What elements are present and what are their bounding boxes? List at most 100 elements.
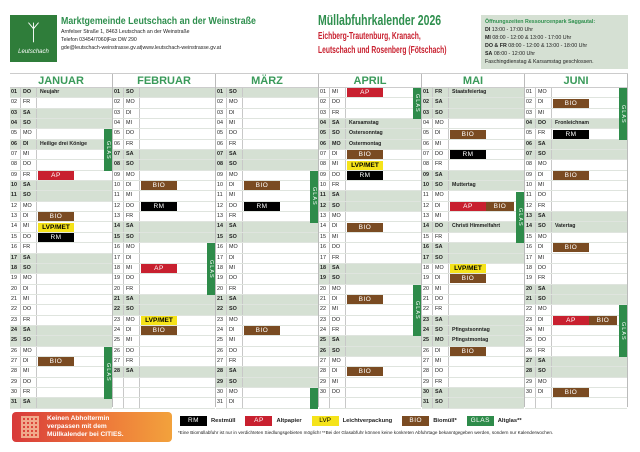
- day-number: 18: [525, 263, 536, 274]
- banner-line-1: Keinen Abholtermin: [47, 414, 110, 422]
- day-number: 20: [319, 284, 330, 294]
- day-row: 23 MO LVP/MET: [113, 315, 215, 326]
- day-row: 02 MO: [216, 98, 318, 109]
- day-row: 17 MI: [525, 253, 627, 264]
- day-entries: BIO: [552, 388, 627, 398]
- day-number: 31: [216, 398, 227, 408]
- weekday: FR: [21, 315, 37, 325]
- day-number: 10: [525, 181, 536, 191]
- weekday: FR: [21, 243, 37, 253]
- pickup-lvp-badge: LVP/MET: [347, 160, 383, 170]
- weekday: MI: [536, 108, 552, 119]
- day-row: 07 SO: [525, 150, 627, 161]
- day-row: 19 DO: [216, 274, 318, 285]
- weekday: MO: [536, 305, 552, 315]
- weekday: SO: [21, 119, 37, 129]
- weekday: SA: [536, 212, 552, 222]
- day-row: 01 FR Staatsfeiertag: [422, 88, 524, 99]
- day-entries: [37, 160, 112, 169]
- day-number: 22: [113, 305, 124, 315]
- legend-badge: GLAS: [466, 416, 494, 426]
- weekday: SO: [227, 377, 243, 387]
- weekday: MI: [227, 336, 243, 346]
- weekday: FR: [433, 305, 449, 315]
- day-entries: [37, 191, 112, 200]
- day-entries: [346, 254, 421, 263]
- day-entries: AP BIO: [552, 315, 627, 325]
- pickup-rm-badge: RM: [553, 129, 589, 139]
- day-entries: [552, 347, 627, 356]
- weekday: FR: [227, 139, 243, 150]
- day-entries: BIO: [449, 346, 524, 356]
- day-number: 23: [216, 315, 227, 325]
- pickup-ap-badge: AP: [141, 264, 177, 274]
- day-number: 11: [525, 191, 536, 201]
- day-number: 07: [113, 150, 124, 160]
- weekday: MO: [433, 336, 449, 346]
- weekday: MI: [433, 212, 449, 222]
- day-row: 08 DO: [10, 160, 112, 171]
- weekday: DI: [330, 367, 346, 377]
- day-entries: BIO: [552, 243, 627, 253]
- day-entries: [552, 181, 627, 190]
- day-number: 22: [216, 305, 227, 315]
- day-entries: [140, 150, 215, 159]
- day-number: 05: [113, 129, 124, 139]
- day-entries: [37, 181, 112, 190]
- legend-badge: AP: [245, 416, 273, 426]
- day-number: 23: [10, 315, 21, 325]
- weekday: MO: [124, 315, 140, 325]
- day-row: 14 MI LVP/MET: [10, 222, 112, 233]
- empty-row: [113, 377, 215, 388]
- day-entries: RM: [552, 129, 627, 139]
- day-entries: [346, 285, 421, 294]
- day-row: 11 SO: [10, 191, 112, 202]
- weekday: SA: [536, 139, 552, 150]
- day-row: 24 SA: [10, 325, 112, 337]
- weekday: FR: [536, 201, 552, 212]
- empty-row: [113, 387, 215, 399]
- weekday: SA: [124, 294, 140, 305]
- weekday: SA: [536, 356, 552, 367]
- pickup-bio-badge: BIO: [141, 326, 177, 336]
- day-entries: [37, 202, 112, 211]
- day-number: 16: [422, 243, 433, 253]
- cities-app-banner[interactable]: Keinen Abholtermin verpassen mit dem Mül…: [12, 412, 172, 442]
- day-entries: LVP/MET: [346, 160, 421, 170]
- day-entries: AP: [37, 170, 112, 180]
- day-row: 24 DI BIO: [216, 325, 318, 337]
- day-entries: [449, 254, 524, 263]
- day-row: 06 FR: [113, 139, 215, 151]
- weekday: DI: [433, 346, 449, 356]
- pickup-bio-badge: BIO: [347, 222, 383, 232]
- day-number: 24: [216, 325, 227, 336]
- footnote: *Eine Biomüllabfuhr ist nur in verdichte…: [178, 430, 554, 435]
- pickup-bio-badge: BIO: [347, 367, 383, 377]
- day-row: 07 SA: [113, 150, 215, 161]
- day-entries: [37, 285, 112, 294]
- day-row: 08 MO: [525, 160, 627, 171]
- day-entries: BIO: [346, 295, 421, 305]
- org-name: Marktgemeinde Leutschach an der Weinstra…: [61, 15, 256, 27]
- day-number: 12: [10, 201, 21, 212]
- day-number: 26: [216, 346, 227, 356]
- day-row: 30 DI BIO: [525, 387, 627, 399]
- legend-label: Altglas**: [497, 418, 522, 424]
- day-number: 18: [216, 263, 227, 274]
- day-row: 22 SO: [113, 305, 215, 316]
- day-number: 08: [113, 160, 124, 170]
- day-number: 27: [113, 356, 124, 367]
- weekday: SO: [21, 336, 37, 346]
- day-number: 23: [422, 315, 433, 325]
- weekday: DI: [433, 274, 449, 284]
- pickup-rm-badge: RM: [244, 201, 280, 211]
- weekday: DI: [21, 139, 37, 150]
- weekday: MI: [330, 88, 346, 98]
- day-number: 08: [10, 160, 21, 170]
- day-number: 22: [525, 305, 536, 315]
- day-entries: [346, 98, 421, 107]
- weekday: DI: [21, 284, 37, 294]
- day-entries: [37, 98, 112, 107]
- weekday: MO: [330, 356, 346, 367]
- day-entries: Vatertag: [552, 222, 627, 231]
